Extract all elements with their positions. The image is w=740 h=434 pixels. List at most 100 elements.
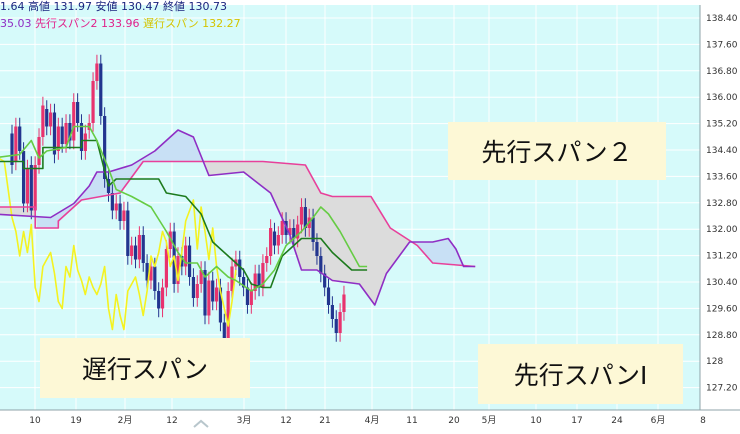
candle-bullish xyxy=(261,263,265,288)
x-tick-label: 17 xyxy=(571,416,582,426)
ohlc-readout: 1.64 高値 131.97 安値 130.47 終値 130.73 xyxy=(0,0,227,13)
y-tick-label: 134.40 xyxy=(706,146,738,156)
candle-bearish xyxy=(272,231,277,246)
leading-span-1-callout: 先行スパンⅠ xyxy=(478,344,683,404)
candle-bearish xyxy=(330,305,334,319)
candle-bearish xyxy=(79,123,84,151)
candle-bearish xyxy=(222,322,226,344)
candle-bullish xyxy=(276,235,280,246)
candle-bullish xyxy=(164,249,168,288)
candle-bearish xyxy=(242,277,246,288)
y-tick-label: 133.60 xyxy=(706,172,738,182)
y-tick-label: 130.40 xyxy=(706,278,738,288)
lagging-span-line xyxy=(0,157,237,331)
x-tick-label: 21 xyxy=(319,416,330,426)
candle-bullish xyxy=(226,291,230,344)
y-tick-label: 137.60 xyxy=(706,40,738,50)
candle-bullish xyxy=(207,280,211,316)
x-axis: 10 19 2月 12 3月 12 21 4月 11 20 5月 10 17 24 6月 8 xyxy=(0,409,740,426)
candle-bearish xyxy=(141,235,145,263)
candle-bullish xyxy=(338,312,342,333)
y-tick-label: 135.20 xyxy=(706,120,738,130)
candle-bearish xyxy=(133,245,138,260)
x-tick-label: 24 xyxy=(611,416,623,426)
x-tick-label: 6月 xyxy=(651,415,666,426)
candle-bearish xyxy=(323,273,327,288)
candle-bearish xyxy=(191,277,196,298)
y-tick-label: 129.60 xyxy=(706,304,738,314)
candle-bearish xyxy=(245,287,250,305)
candle-bullish xyxy=(176,256,180,284)
candle-bearish xyxy=(157,291,161,309)
candle-bullish xyxy=(37,137,41,165)
candle-bullish xyxy=(184,245,188,267)
candle-bearish xyxy=(45,109,49,127)
candle-bullish xyxy=(72,102,76,141)
candle-bullish xyxy=(199,270,203,284)
base-line xyxy=(0,139,368,289)
x-tick-label: 19 xyxy=(70,416,82,426)
candle-bullish xyxy=(253,273,257,291)
candle-bearish xyxy=(153,266,157,291)
candle-bullish xyxy=(214,287,219,302)
y-tick-label: 131.20 xyxy=(706,252,738,262)
candle-bearish xyxy=(218,287,223,323)
chevron-up-icon[interactable] xyxy=(193,419,209,428)
candle-bearish xyxy=(238,259,242,277)
y-tick-label: 136.80 xyxy=(706,67,738,77)
candle-bullish xyxy=(122,210,126,221)
indicator-lines xyxy=(0,125,476,331)
candle-bullish xyxy=(288,228,292,235)
x-tick-label: 10 xyxy=(29,416,41,426)
candle-bearish xyxy=(257,273,261,288)
candle-bearish xyxy=(319,256,323,274)
candle-bearish xyxy=(334,319,338,333)
candle-bullish xyxy=(114,203,118,211)
candle-bearish xyxy=(110,193,114,211)
candle-bullish xyxy=(56,126,60,151)
x-tick-label: 5月 xyxy=(482,415,497,426)
candle-bullish xyxy=(265,256,269,263)
candle-bearish xyxy=(21,151,26,204)
y-tick-label: 138.40 xyxy=(706,14,738,24)
candle-bearish xyxy=(60,126,64,144)
y-tick-label: 128.80 xyxy=(706,331,738,341)
x-tick-label: 12 xyxy=(280,416,291,426)
candle-bearish xyxy=(187,245,192,277)
candle-bullish xyxy=(64,123,68,144)
cloud-bullish-region xyxy=(413,238,464,267)
leading-span-2-callout: 先行スパン２ xyxy=(448,122,666,180)
candle-bearish xyxy=(203,270,207,316)
candle-bearish xyxy=(315,242,319,256)
y-tick-label: 127.20 xyxy=(706,384,738,394)
candle-bearish xyxy=(303,207,307,228)
y-tick-label: 136.00 xyxy=(706,93,738,103)
candle-bearish xyxy=(292,228,296,239)
lagging-span-value: 遅行スパン 132.27 xyxy=(143,17,241,30)
candle-bearish xyxy=(126,210,130,256)
candle-bullish xyxy=(269,228,273,256)
x-tick-label: 2月 xyxy=(118,415,133,426)
candle-bullish xyxy=(296,224,300,239)
candle-bullish xyxy=(33,165,37,211)
candle-bearish xyxy=(326,287,331,305)
candle-bullish xyxy=(130,245,134,256)
candle-bullish xyxy=(149,266,153,281)
candle-bearish xyxy=(180,256,184,267)
candle-bullish xyxy=(14,126,18,162)
y-tick-label: 128 xyxy=(706,357,723,367)
leading-span-2-line xyxy=(0,160,476,268)
candle-bullish xyxy=(168,231,172,249)
candle-bullish xyxy=(280,221,284,235)
candle-bullish xyxy=(49,112,53,127)
leading-span-2-value: 先行スパン2 133.96 xyxy=(35,17,140,30)
candle-bullish xyxy=(249,291,253,305)
candle-bearish xyxy=(118,203,122,221)
candle-bullish xyxy=(195,284,199,298)
leading-span-1-value: 35.03 xyxy=(0,17,32,30)
lagging-span-callout: 遅行スパン xyxy=(40,338,250,398)
conversion-line xyxy=(0,125,368,292)
candle-bearish xyxy=(145,263,149,281)
x-tick-label: 10 xyxy=(530,416,542,426)
x-tick-label: 11 xyxy=(406,416,417,426)
